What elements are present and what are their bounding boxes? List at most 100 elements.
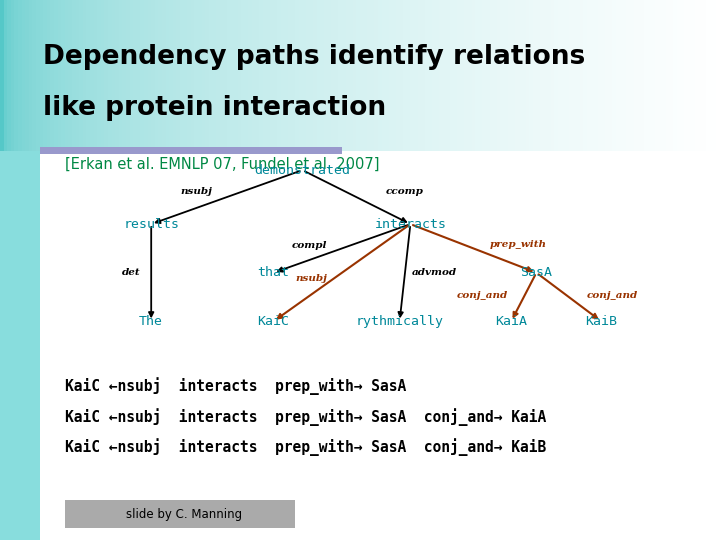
Bar [256, 0, 259, 151]
Bar [65, 0, 68, 151]
Text: conj_and: conj_and [587, 292, 638, 300]
Bar [281, 0, 284, 151]
Bar [554, 0, 558, 151]
Bar [40, 0, 43, 151]
Bar [184, 0, 187, 151]
Bar [252, 0, 256, 151]
Text: prep_with: prep_with [490, 240, 546, 248]
Bar [601, 0, 605, 151]
Bar [673, 0, 677, 151]
Bar [191, 0, 194, 151]
Bar [497, 0, 500, 151]
Bar [162, 0, 166, 151]
Bar [353, 0, 356, 151]
Bar [403, 0, 407, 151]
Bar [4, 0, 7, 151]
Bar [421, 0, 425, 151]
Bar [227, 0, 230, 151]
Bar [443, 0, 446, 151]
Bar [180, 0, 184, 151]
Text: KaiC: KaiC [258, 315, 289, 328]
Bar [461, 0, 464, 151]
Bar [86, 0, 90, 151]
Bar [310, 0, 313, 151]
Bar [234, 0, 238, 151]
Bar [108, 0, 112, 151]
Bar [18, 0, 22, 151]
Bar [342, 0, 346, 151]
Bar [508, 0, 511, 151]
Bar [457, 0, 461, 151]
Bar [576, 0, 580, 151]
Bar [558, 0, 562, 151]
Bar [425, 0, 428, 151]
Bar [205, 0, 209, 151]
Bar [331, 0, 335, 151]
Bar [407, 0, 410, 151]
Bar [277, 0, 281, 151]
Bar [97, 0, 101, 151]
Bar [655, 0, 659, 151]
Bar [385, 0, 389, 151]
Bar [637, 0, 641, 151]
Bar [115, 0, 119, 151]
Bar [569, 0, 572, 151]
Text: interacts: interacts [374, 218, 446, 231]
Bar [533, 0, 536, 151]
Bar [14, 0, 18, 151]
Bar [317, 0, 320, 151]
Bar [76, 0, 79, 151]
Text: nsubj: nsubj [181, 187, 212, 196]
Bar [619, 0, 623, 151]
Bar [626, 0, 630, 151]
Bar [472, 0, 475, 151]
Bar [54, 0, 58, 151]
Bar [518, 0, 522, 151]
Bar [198, 0, 202, 151]
Bar [137, 0, 140, 151]
Text: KaiB: KaiB [585, 315, 617, 328]
Bar [328, 0, 331, 151]
Bar [140, 0, 144, 151]
Bar [40, 147, 342, 154]
Bar [616, 0, 619, 151]
Bar [0, 151, 40, 540]
Bar [565, 0, 569, 151]
Bar [61, 0, 65, 151]
Bar [43, 0, 47, 151]
Bar [464, 0, 468, 151]
Bar [166, 0, 169, 151]
Bar [288, 0, 292, 151]
Bar [65, 500, 295, 528]
Bar [313, 0, 317, 151]
Bar [176, 0, 180, 151]
Bar [266, 0, 270, 151]
Bar [338, 0, 342, 151]
Bar [598, 0, 601, 151]
Bar [79, 0, 83, 151]
Bar [587, 0, 590, 151]
Bar [238, 0, 241, 151]
Bar [371, 0, 374, 151]
Bar [414, 0, 418, 151]
Bar [662, 0, 666, 151]
Bar [486, 0, 490, 151]
Bar [112, 0, 115, 151]
Text: KaiC ←nsubj  interacts  prep_with→ SasA: KaiC ←nsubj interacts prep_with→ SasA [65, 377, 406, 395]
Text: that: that [258, 266, 289, 279]
Bar [396, 0, 400, 151]
Bar [295, 0, 299, 151]
Bar [346, 0, 349, 151]
Bar [104, 0, 108, 151]
Bar [446, 0, 450, 151]
Bar [562, 0, 565, 151]
Bar [511, 0, 515, 151]
Bar [216, 0, 220, 151]
Text: demonstrated: demonstrated [254, 164, 351, 177]
Bar [122, 0, 126, 151]
Bar [536, 0, 540, 151]
Bar [436, 0, 439, 151]
Bar [540, 0, 544, 151]
Text: [Erkan et al. EMNLP 07, Fundel et al. 2007]: [Erkan et al. EMNLP 07, Fundel et al. 20… [65, 157, 379, 172]
Bar [360, 0, 364, 151]
